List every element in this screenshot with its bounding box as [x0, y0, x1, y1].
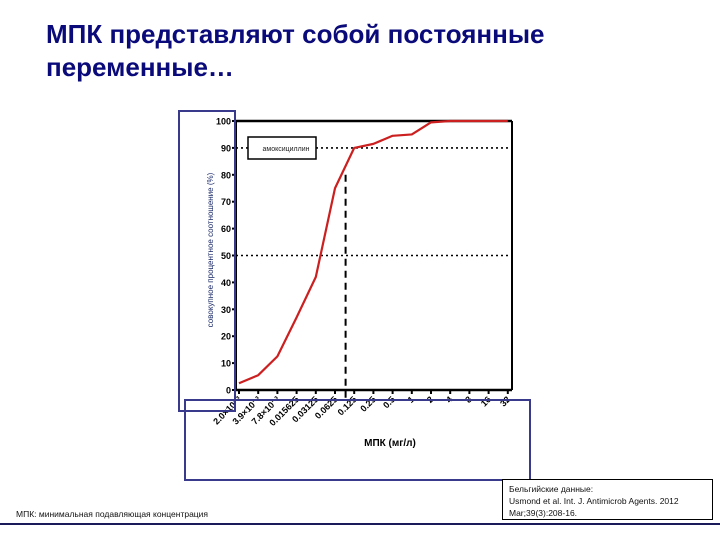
mic-definition-footnote: МПК: минимальная подавляющая концентраци… — [16, 509, 209, 519]
svg-text:40: 40 — [221, 278, 231, 288]
chart-axes: 01020304050607080901002.0×10⁻³3.9×10⁻³7.… — [211, 117, 513, 428]
chart-legend: амоксициллин — [247, 136, 317, 160]
x-axis-highlight-box — [184, 399, 531, 481]
svg-text:50: 50 — [221, 251, 231, 261]
svg-text:90: 90 — [221, 143, 231, 153]
svg-text:100: 100 — [216, 117, 231, 127]
svg-text:0: 0 — [226, 386, 231, 396]
axis-labels: МПК (мг/л) совокупное процентное соотноше… — [206, 172, 416, 449]
reference-lines — [236, 147, 512, 400]
svg-text:30: 30 — [221, 305, 231, 315]
svg-text:80: 80 — [221, 170, 231, 180]
svg-text:амоксициллин: амоксициллин — [262, 146, 309, 153]
slide-title: МПК представляют собой постоянные переме… — [46, 19, 545, 82]
y-axis-highlight-box — [178, 110, 236, 412]
svg-text:70: 70 — [221, 197, 231, 207]
reference-line-1: Бельгийские данные: — [509, 484, 594, 494]
svg-text:10: 10 — [221, 359, 231, 369]
svg-text:МПК (мг/л): МПК (мг/л) — [364, 438, 416, 449]
bottom-divider — [0, 523, 720, 525]
svg-text:совокупное процентное соотноше: совокупное процентное соотношение (%) — [206, 172, 215, 327]
svg-text:20: 20 — [221, 332, 231, 342]
svg-text:60: 60 — [221, 224, 231, 234]
reference-line-3: Mar;39(3):208-16. — [509, 508, 578, 518]
reference-line-2: Usmond et al. Int. J. Antimicrob Agents.… — [509, 496, 679, 506]
amoxicillin-curve — [238, 119, 508, 385]
reference-box: Бельгийские данные: Usmond et al. Int. J… — [502, 479, 713, 520]
